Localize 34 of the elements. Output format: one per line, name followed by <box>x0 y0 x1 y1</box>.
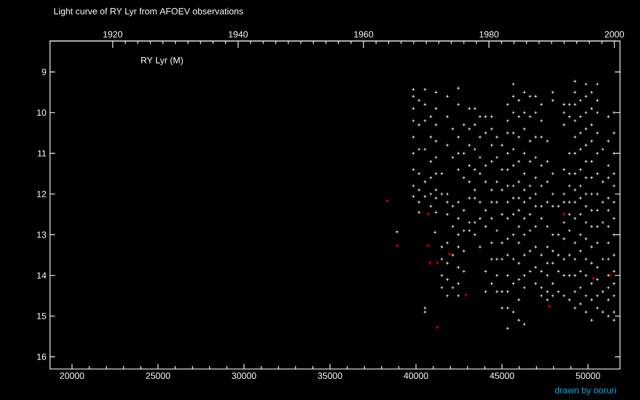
y-tick-label: 14 <box>37 272 46 278</box>
point <box>562 212 566 216</box>
y-tick-label: 11 <box>38 150 46 156</box>
x2-tick-label: 1920 <box>103 31 122 38</box>
x2-tick-label: 1960 <box>354 31 374 38</box>
y-tick-label: 12 <box>37 190 46 198</box>
point <box>548 305 551 308</box>
point <box>428 262 432 264</box>
x2-tick-label: 1980 <box>480 31 499 38</box>
y-tick-label: 10 <box>37 109 46 116</box>
x-tick-label: 20000 <box>60 372 84 379</box>
x2-tick-label: 1940 <box>228 31 248 38</box>
point <box>448 252 451 256</box>
x-tick-label: 40000 <box>404 372 428 379</box>
point <box>592 277 595 280</box>
y-tick-label: 16 <box>37 354 46 360</box>
x-tick-label: 35000 <box>318 372 342 379</box>
text: drawn by ooruri <box>555 386 616 396</box>
x-tick-label: 50000 <box>576 372 600 379</box>
y-tick-label: 15 <box>37 312 46 320</box>
point <box>426 212 430 216</box>
point <box>464 294 468 297</box>
point <box>396 244 399 248</box>
point <box>426 244 430 248</box>
y-tick-label: 13 <box>37 232 46 238</box>
x-tick-label: 45000 <box>490 372 514 379</box>
x2-tick-label: 2000 <box>604 31 624 38</box>
chart-title: Light curve of RY Lyr from AFOEV observations <box>54 8 244 16</box>
point <box>386 200 389 203</box>
x-tick-label: 30000 <box>232 372 256 379</box>
x-tick-label: 25000 <box>146 372 170 379</box>
y-tick-label: 9 <box>42 68 46 76</box>
point <box>436 326 439 329</box>
annotation: RY Lyr (M) <box>141 56 183 66</box>
